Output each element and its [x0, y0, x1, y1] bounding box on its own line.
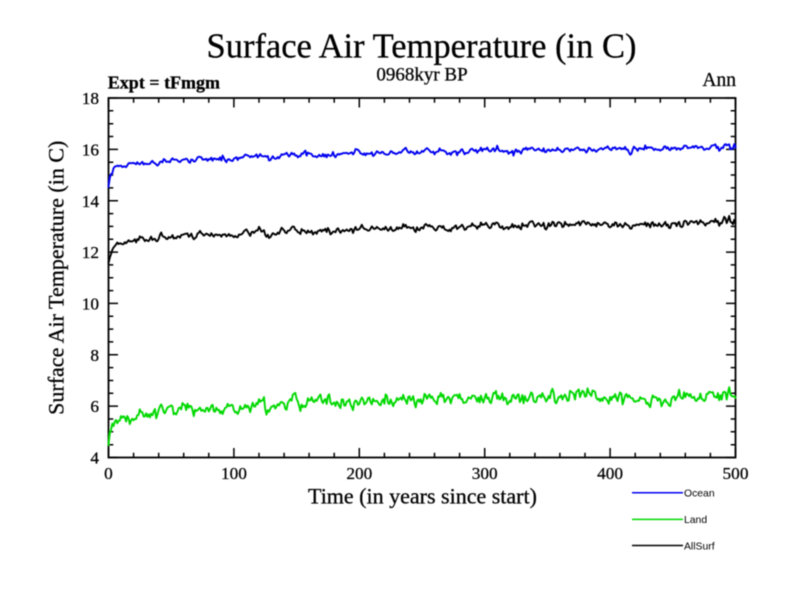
svg-text:16: 16	[82, 141, 100, 160]
svg-text:200: 200	[346, 464, 372, 483]
svg-text:0968kyr BP: 0968kyr BP	[376, 65, 467, 86]
svg-text:Surface Air Temperature (in C): Surface Air Temperature (in C)	[207, 27, 637, 65]
svg-text:Surface Air Temperature (in C): Surface Air Temperature (in C)	[44, 141, 69, 415]
svg-text:4: 4	[90, 449, 99, 468]
svg-text:Ocean: Ocean	[684, 489, 715, 500]
svg-text:6: 6	[90, 397, 99, 416]
svg-text:14: 14	[82, 192, 100, 211]
svg-text:400: 400	[597, 464, 623, 483]
svg-text:18: 18	[82, 89, 99, 108]
svg-text:AllSurf: AllSurf	[684, 541, 715, 552]
svg-text:Expt = tFmgm: Expt = tFmgm	[108, 73, 220, 93]
svg-text:500: 500	[723, 464, 749, 483]
svg-text:300: 300	[472, 464, 498, 483]
svg-text:100: 100	[221, 464, 247, 483]
svg-text:Land: Land	[684, 515, 707, 526]
svg-text:0: 0	[104, 464, 113, 483]
svg-text:12: 12	[82, 243, 99, 262]
svg-text:8: 8	[90, 346, 99, 365]
svg-text:Ann: Ann	[702, 70, 736, 91]
svg-text:10: 10	[82, 295, 99, 314]
svg-text:Time (in years since start): Time (in years since start)	[308, 483, 537, 508]
